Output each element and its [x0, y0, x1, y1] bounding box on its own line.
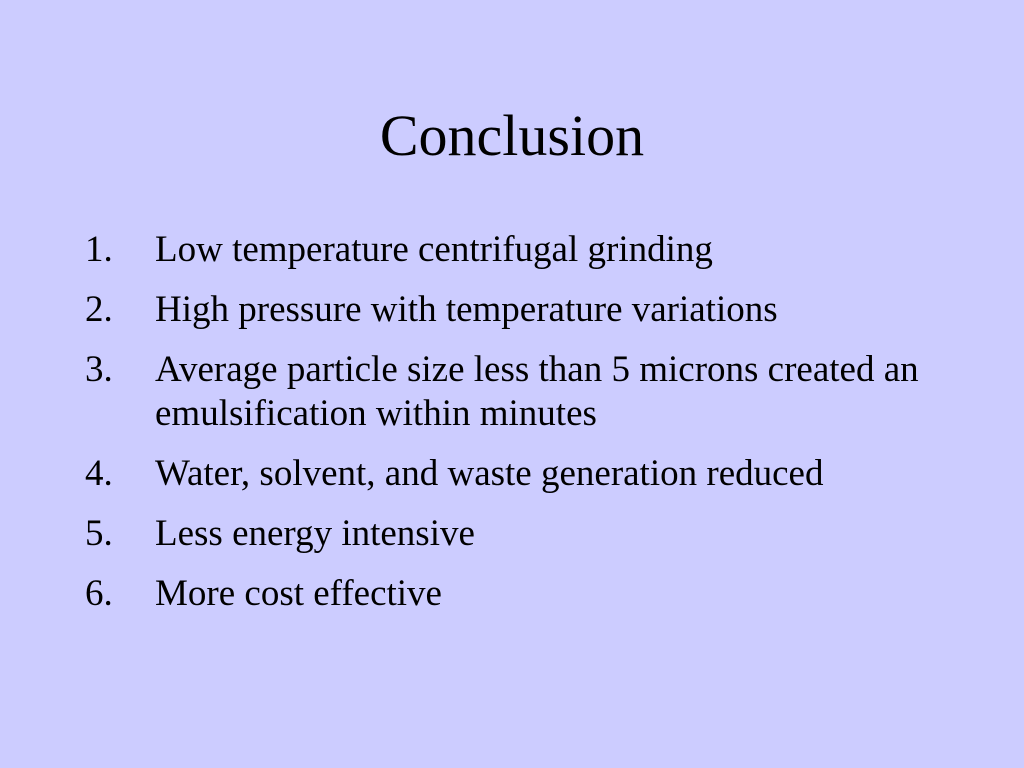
item-number: 2. — [85, 289, 113, 330]
list-item: 5. Less energy intensive — [85, 512, 965, 556]
conclusion-list: 1. Low temperature centrifugal grinding … — [85, 228, 965, 632]
list-item: 4. Water, solvent, and waste generation … — [85, 452, 965, 496]
list-item: 2. High pressure with temperature variat… — [85, 288, 965, 332]
item-number: 5. — [85, 513, 113, 554]
slide-title: Conclusion — [379, 103, 645, 168]
item-text: Water, solvent, and waste generation red… — [155, 453, 824, 494]
item-text: Less energy intensive — [155, 513, 475, 554]
list-item: 6. More cost effective — [85, 572, 965, 616]
item-text: Low temperature centrifugal grinding — [155, 229, 713, 270]
item-number: 1. — [85, 229, 113, 270]
item-number: 4. — [85, 453, 113, 494]
item-text: High pressure with temperature variation… — [155, 289, 778, 330]
list-item: 1. Low temperature centrifugal grinding — [85, 228, 965, 272]
list-item: 3. Average particle size less than 5 mic… — [85, 348, 965, 436]
item-text: More cost effective — [155, 573, 442, 614]
item-text: Average particle size less than 5 micron… — [155, 349, 919, 434]
item-number: 6. — [85, 573, 113, 614]
item-number: 3. — [85, 349, 113, 390]
